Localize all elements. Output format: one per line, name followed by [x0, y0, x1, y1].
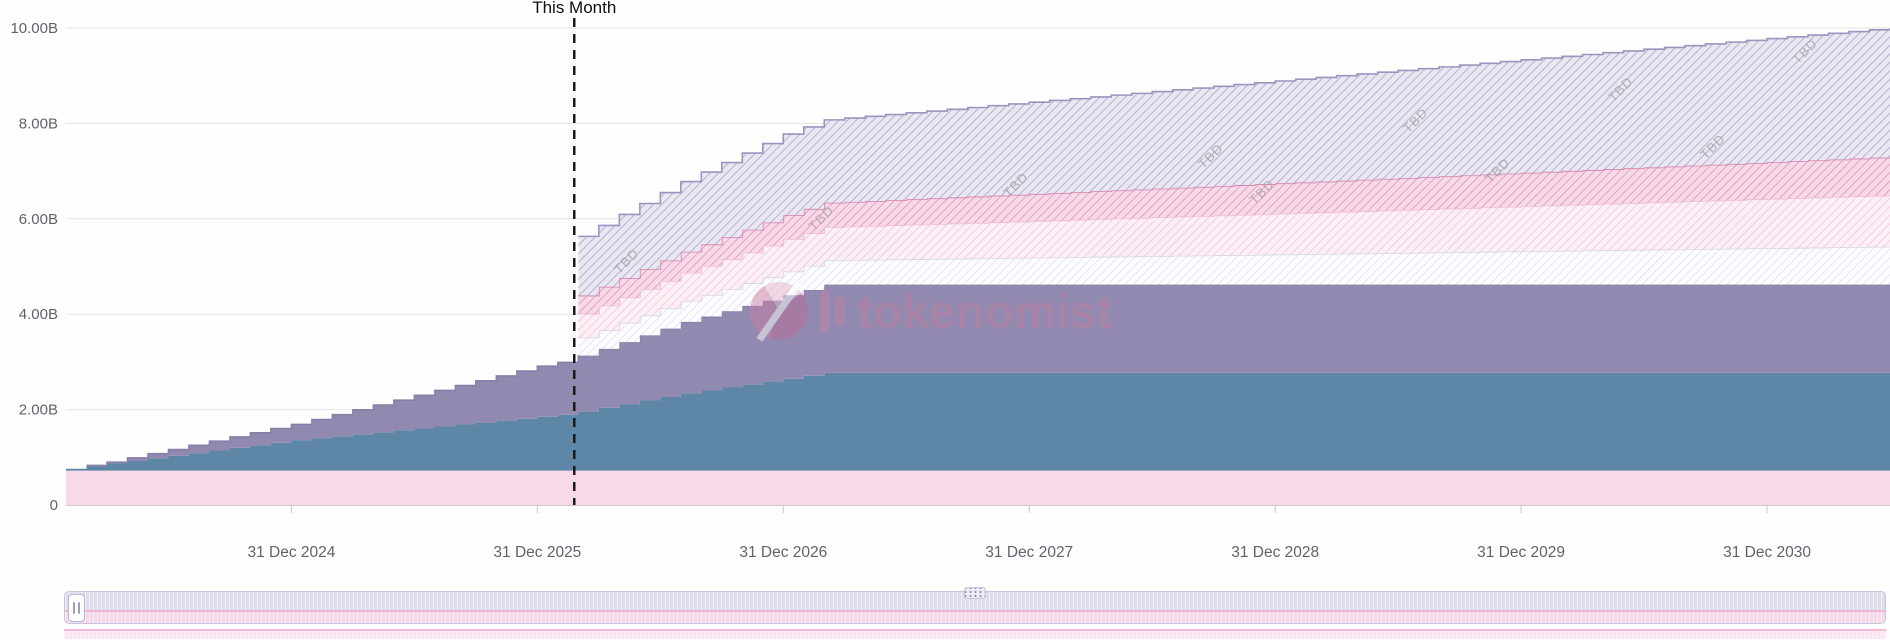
series-allocation-blue — [66, 372, 1890, 471]
svg-text:31 Dec 2029: 31 Dec 2029 — [1477, 544, 1565, 561]
svg-text:0: 0 — [50, 497, 58, 514]
series-tbd-lavender — [66, 28, 1890, 469]
svg-text:31 Dec 2024: 31 Dec 2024 — [247, 544, 335, 561]
bottom-mini-strip — [64, 629, 1886, 639]
svg-text:31 Dec 2030: 31 Dec 2030 — [1723, 544, 1811, 561]
timeline-brush[interactable] — [64, 587, 1886, 624]
svg-text:31 Dec 2026: 31 Dec 2026 — [739, 544, 827, 561]
series-allocation-pink-base — [66, 470, 1890, 505]
series-tbd-pink — [66, 156, 1890, 469]
svg-text:31 Dec 2027: 31 Dec 2027 — [985, 544, 1073, 561]
svg-text:8.00B: 8.00B — [19, 115, 58, 132]
svg-text:2.00B: 2.00B — [19, 402, 58, 419]
svg-text:31 Dec 2025: 31 Dec 2025 — [493, 544, 581, 561]
series-tbd-white — [66, 246, 1890, 469]
svg-text:4.00B: 4.00B — [19, 306, 58, 323]
series-allocation-purple — [66, 284, 1890, 469]
series-tbd-light-pink — [66, 194, 1890, 469]
this-month-label: This Month — [532, 0, 617, 17]
stacked-areas-layer — [66, 28, 1890, 505]
svg-text:6.00B: 6.00B — [19, 211, 58, 228]
handle-grip-icon — [78, 601, 80, 614]
brush-center-grip-icon[interactable] — [964, 587, 986, 599]
svg-text:10.00B: 10.00B — [10, 20, 58, 37]
axes-layer: 31 Dec 2024 31 Dec 2025 31 Dec 2026 31 Dec … — [10, 20, 1890, 561]
handle-grip-icon — [73, 601, 75, 614]
svg-text:31 Dec 2028: 31 Dec 2028 — [1231, 544, 1319, 561]
brush-left-handle[interactable] — [68, 593, 85, 622]
